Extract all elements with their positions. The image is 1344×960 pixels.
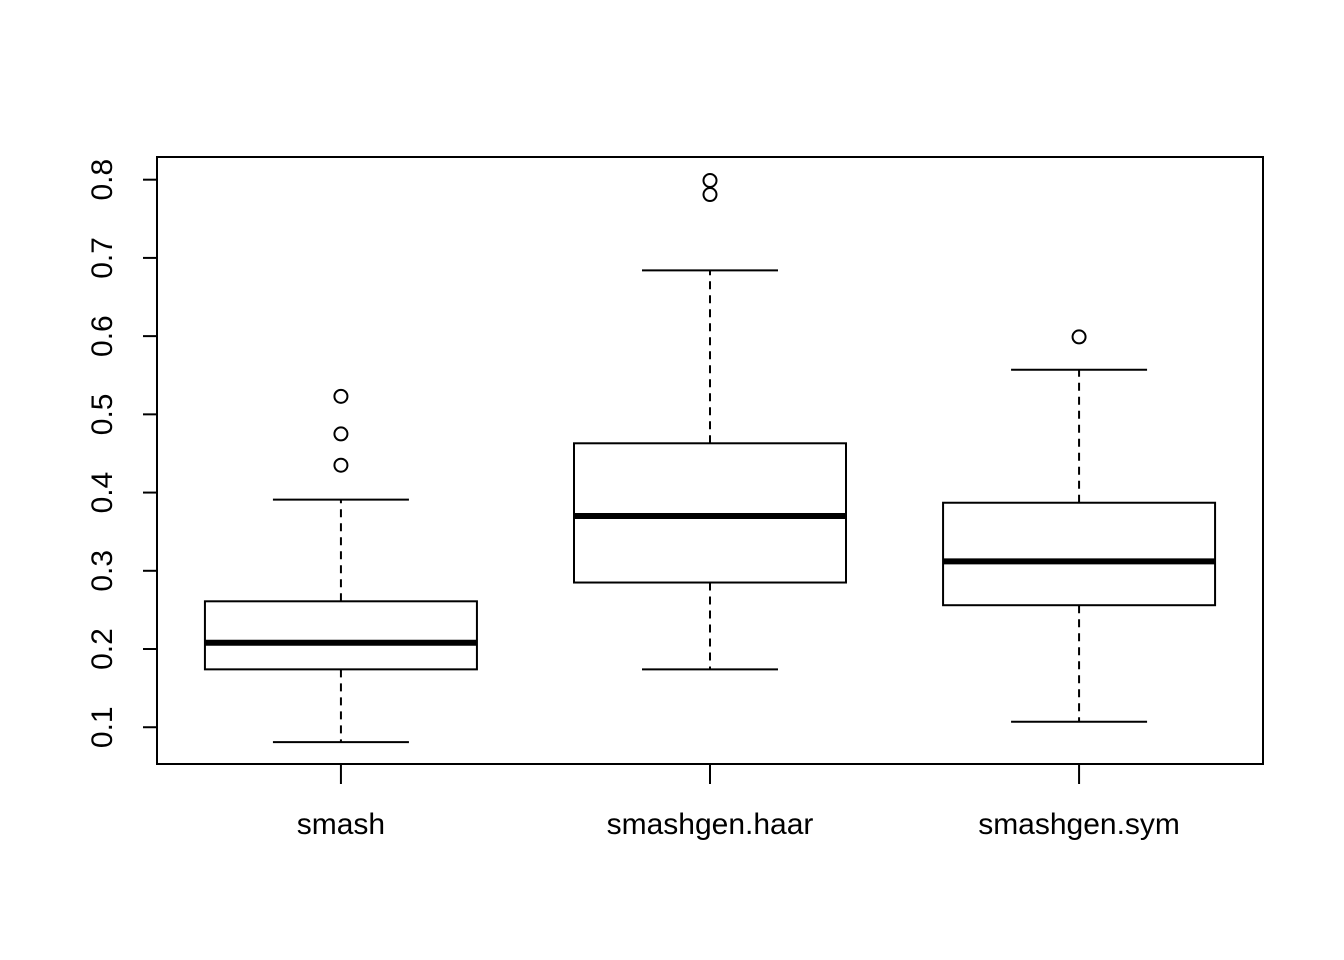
x-tick-label: smashgen.haar: [607, 808, 814, 841]
box-iqr: [573, 442, 847, 584]
box-group: [573, 172, 847, 671]
box-group: [203, 388, 478, 744]
y-tick-label: 0.4: [86, 472, 119, 514]
x-axis: smash smashgen.haar smashgen.sym: [297, 764, 1180, 841]
box-iqr: [942, 501, 1217, 607]
outlier-point: [333, 426, 349, 442]
box-group: [942, 329, 1217, 723]
x-tick-label: smashgen.sym: [978, 808, 1180, 841]
outlier-point: [333, 388, 349, 404]
y-tick-label: 0.2: [86, 628, 119, 670]
y-tick-label: 0.1: [86, 706, 119, 748]
outlier-point: [1071, 329, 1087, 345]
outlier-point: [333, 457, 349, 473]
y-tick-label: 0.5: [86, 393, 119, 435]
outlier-point: [702, 187, 718, 203]
outlier-point: [702, 172, 718, 188]
y-tick-label: 0.8: [86, 159, 119, 201]
y-tick-label: 0.3: [86, 550, 119, 592]
y-axis: 0.1 0.2 0.3 0.4 0.5 0.6 0.7 0.8: [86, 159, 157, 748]
boxes: [203, 172, 1217, 744]
y-tick-label: 0.7: [86, 237, 119, 279]
x-tick-label: smash: [297, 808, 385, 841]
y-tick-label: 0.6: [86, 315, 119, 357]
box-iqr: [203, 600, 478, 671]
